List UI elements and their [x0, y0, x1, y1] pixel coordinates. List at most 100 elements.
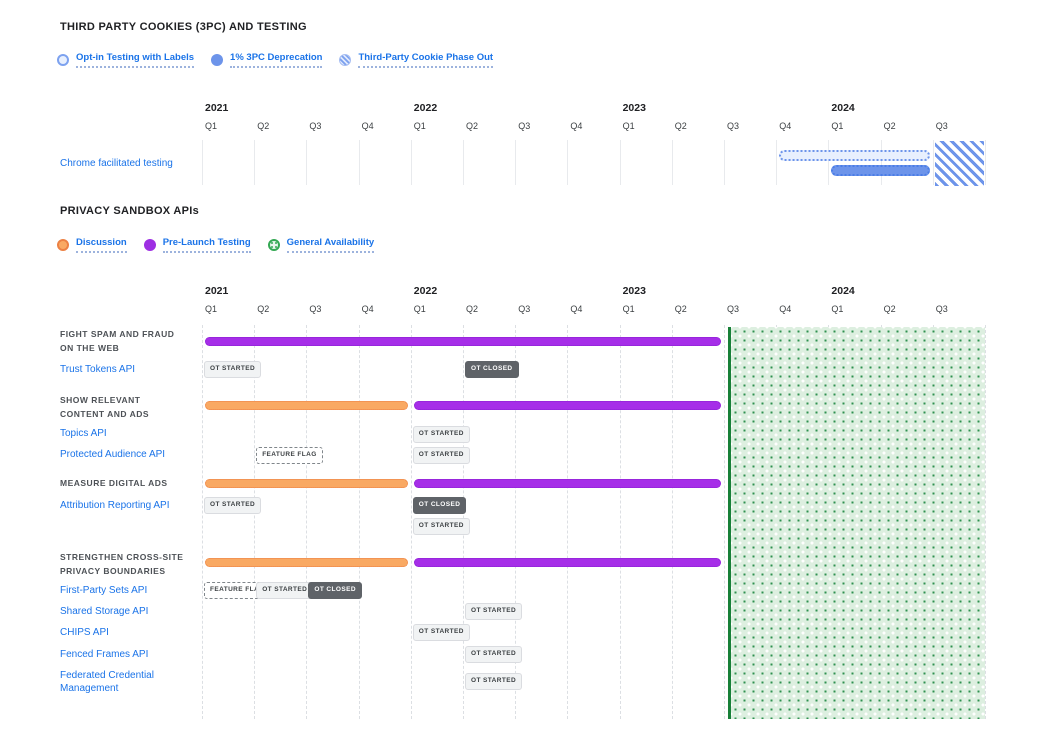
third-party-cookie-phase-out-icon: [339, 54, 352, 67]
axis-quarter-2023-q3: Q3: [727, 121, 740, 131]
axis-quarter-2023-q2: Q2: [674, 121, 687, 131]
gridline: [567, 325, 569, 719]
gridline: [932, 140, 934, 185]
group-label-fight-spam-and-fraud-on-the-web: FIGHT SPAM AND FRAUD ON THE WEB: [60, 329, 175, 353]
gridline: [254, 325, 256, 719]
section-3pc-title: THIRD PARTY COOKIES (3PC) AND TESTING: [60, 21, 307, 33]
legend-item-discussion[interactable]: Discussion: [57, 237, 127, 254]
badge-ot-closed: OT CLOSED: [412, 497, 467, 514]
gridline: [410, 140, 412, 185]
axis-quarter-2021-q2: Q2: [257, 121, 270, 131]
gridline: [567, 140, 569, 185]
discussion-icon: [57, 239, 69, 252]
legend-label: Pre-Launch Testing: [162, 237, 251, 254]
1%-3pc-deprecation-icon: [211, 54, 224, 67]
badge-feature-flag: FEATURE FLAG: [256, 447, 323, 464]
gridline: [515, 140, 517, 185]
axis-quarter-2023-q3: Q3: [727, 304, 740, 314]
general-availability-region: [728, 327, 985, 719]
axis-quarter-2022-q1: Q1: [413, 304, 426, 314]
axis-year-2021: 2021: [205, 102, 229, 114]
axis-quarter-2022-q4: Q4: [570, 304, 583, 314]
gridline: [671, 140, 673, 185]
gridline: [619, 140, 621, 185]
gridline: [515, 325, 517, 719]
badge-ot-closed: OT CLOSED: [308, 582, 362, 599]
badge-ot-started: OT STARTED: [465, 603, 523, 620]
gridline: [671, 325, 673, 719]
axis-quarter-2021-q3: Q3: [309, 121, 322, 131]
axis-quarter-2022-q2: Q2: [466, 121, 479, 131]
gridline: [724, 140, 725, 185]
gridline: [880, 140, 882, 185]
opt-in-testing-with-labels-icon: [57, 54, 69, 67]
bar-pre-launch-testing: [413, 558, 721, 567]
api-link-protected-audience-api[interactable]: Protected Audience API: [60, 449, 166, 460]
api-link-attribution-reporting-api[interactable]: Attribution Reporting API: [60, 500, 170, 511]
axis-year-2022: 2022: [413, 102, 438, 114]
badge-ot-started: OT STARTED: [204, 497, 262, 514]
axis-quarter-2023-q1: Q1: [622, 121, 635, 131]
badge-ot-started: OT STARTED: [204, 361, 262, 378]
legend-item-third-party-cookie-phase-out[interactable]: Third-Party Cookie Phase Out: [339, 52, 494, 69]
legend-item-opt-in-testing-with-labels[interactable]: Opt-in Testing with Labels: [57, 52, 195, 69]
axis-year-2024: 2024: [831, 102, 855, 114]
axis-quarter-2021-q3: Q3: [309, 304, 322, 314]
gridline: [776, 140, 778, 185]
row-label-chrome-facilitated-testing[interactable]: Chrome facilitated testing: [60, 158, 173, 169]
gridline: [985, 140, 986, 185]
axis-quarter-2024-q3: Q3: [935, 121, 948, 131]
api-link-federated-credential-management[interactable]: Federated Credential Management: [60, 670, 154, 694]
legend-item-pre-launch-testing[interactable]: Pre-Launch Testing: [143, 237, 251, 254]
axis-year-2023: 2023: [622, 102, 646, 114]
axis-quarter-2024-q3: Q3: [935, 304, 948, 314]
api-link-topics-api[interactable]: Topics API: [60, 428, 107, 439]
axis-quarter-2023-q4: Q4: [779, 121, 792, 131]
bar-discussion: [205, 558, 408, 567]
api-link-first-party-sets-api[interactable]: First-Party Sets API: [60, 585, 148, 596]
gridline: [202, 325, 203, 719]
axis-quarter-2021-q4: Q4: [361, 304, 374, 314]
legend-item-general-availability[interactable]: General Availability: [267, 237, 375, 254]
section-apis-title: PRIVACY SANDBOX APIs: [60, 205, 200, 217]
gridline: [358, 325, 360, 719]
legend-label: Third-Party Cookie Phase Out: [358, 52, 494, 69]
group-label-strengthen-cross-site-privacy-boundaries: STRENGTHEN CROSS-SITE PRIVACY BOUNDARIES: [60, 552, 184, 576]
bar-1%-3pc-deprecation: [831, 165, 930, 176]
bar-discussion: [205, 401, 408, 410]
axis-quarter-2023-q1: Q1: [622, 304, 635, 314]
legend-item-1%-3pc-deprecation[interactable]: 1% 3PC Deprecation: [211, 52, 323, 69]
axis-quarter-2024-q1: Q1: [831, 304, 844, 314]
api-link-shared-storage-api[interactable]: Shared Storage API: [60, 606, 149, 617]
badge-ot-started: OT STARTED: [465, 673, 523, 690]
badge-ot-started: OT STARTED: [412, 447, 470, 464]
bar-third-party-cookie-phase-out: [934, 141, 984, 186]
gridline: [724, 325, 725, 719]
api-link-trust-tokens-api[interactable]: Trust Tokens API: [60, 364, 136, 375]
gridline: [985, 325, 986, 719]
gridline: [463, 140, 464, 185]
axis-quarter-2022-q2: Q2: [466, 304, 479, 314]
badge-ot-started: OT STARTED: [412, 426, 470, 443]
axis-quarter-2022-q3: Q3: [518, 304, 531, 314]
badge-ot-started: OT STARTED: [412, 624, 470, 641]
badge-ot-started: OT STARTED: [465, 646, 523, 663]
section-3pc-legend: Opt-in Testing with Labels 1% 3PC Depreca…: [57, 52, 494, 69]
gridline: [306, 325, 308, 719]
api-link-fenced-frames-api[interactable]: Fenced Frames API: [60, 649, 149, 660]
legend-label: Opt-in Testing with Labels: [76, 52, 195, 69]
gridline: [202, 140, 203, 185]
axis-quarter-2024-q1: Q1: [831, 121, 844, 131]
badge-ot-started: OT STARTED: [412, 518, 470, 535]
legend-label: Discussion: [76, 237, 127, 254]
general-availability-icon: [267, 239, 280, 252]
axis-quarter-2023-q4: Q4: [779, 304, 792, 314]
axis-year-2024: 2024: [831, 285, 855, 297]
axis-quarter-2021-q2: Q2: [257, 304, 270, 314]
axis-quarter-2022-q1: Q1: [413, 121, 426, 131]
legend-label: General Availability: [286, 237, 375, 254]
group-label-measure-digital-ads: MEASURE DIGITAL ADS: [60, 478, 168, 488]
api-link-chips-api[interactable]: CHIPS API: [60, 627, 109, 638]
bar-discussion: [205, 479, 408, 488]
